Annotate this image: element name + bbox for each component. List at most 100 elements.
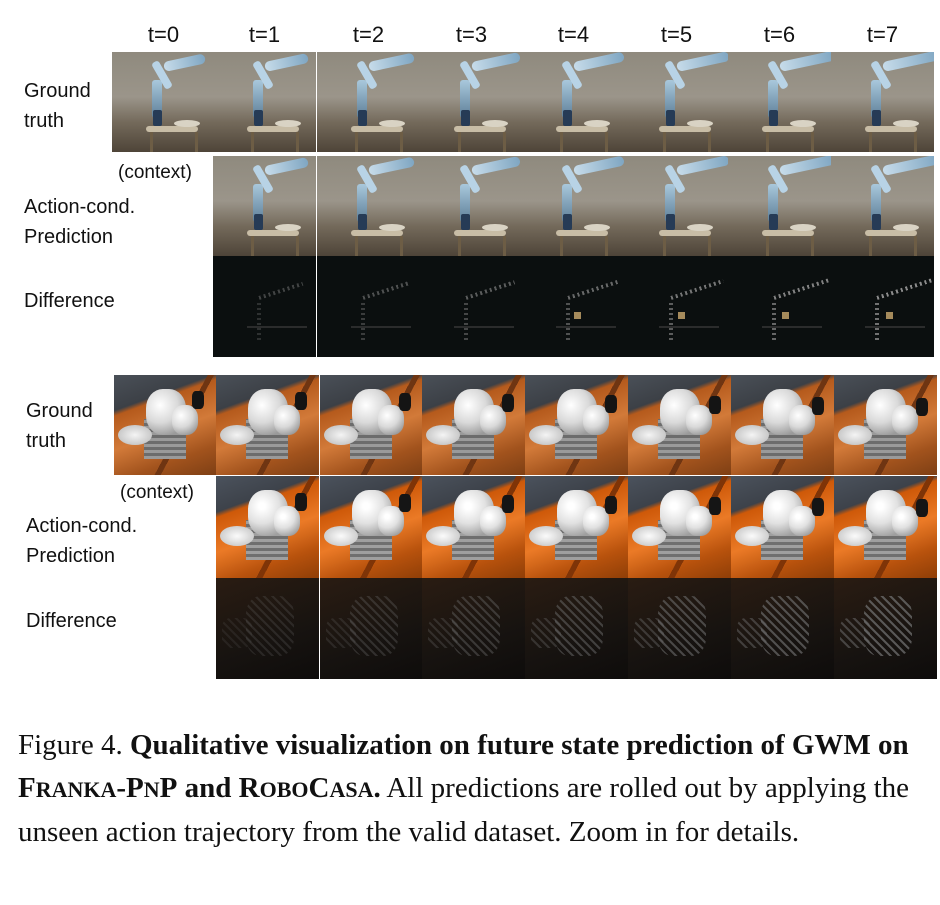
robocasa-pred-frame — [628, 476, 731, 578]
difference-robot — [864, 596, 912, 656]
robot-arm-forearm — [263, 156, 310, 176]
franka-diff-frame — [831, 256, 934, 357]
context-label: (context) — [120, 482, 194, 503]
table-legs — [869, 132, 917, 152]
robot-gripper — [294, 392, 307, 410]
difference-table-edge — [556, 326, 616, 328]
difference-arm-base — [257, 300, 261, 340]
time-step-label: t=3 — [455, 22, 488, 47]
robot-gripper — [708, 497, 721, 515]
plate — [893, 224, 919, 231]
table-legs — [355, 236, 403, 256]
time-step-label: t=0 — [147, 22, 180, 47]
robot-joint — [789, 405, 815, 435]
robot-arm-forearm — [470, 52, 521, 72]
table-top — [351, 126, 403, 132]
robot-arm-base — [665, 80, 675, 118]
difference-object — [886, 312, 893, 319]
robot-joint — [274, 506, 300, 536]
robot-gripper — [294, 493, 307, 511]
robot-arm-forearm — [778, 52, 831, 72]
difference-arm-base — [875, 300, 879, 340]
robot-joint — [274, 405, 300, 435]
table-legs — [766, 132, 814, 152]
robot-gripper — [708, 396, 721, 414]
robot-gripper — [501, 495, 514, 513]
row-label-ground-truth: Ground truth — [24, 80, 91, 132]
caption-body: All predictions are rolled out by applyi… — [18, 772, 910, 848]
robot-arm-base — [768, 184, 778, 222]
table-top — [556, 126, 608, 132]
plate — [893, 120, 919, 127]
difference-table-edge — [865, 326, 925, 328]
robot-gripper — [399, 494, 411, 512]
difference-table-edge — [247, 326, 307, 328]
franka-gt-frame — [728, 52, 831, 152]
robot-gripper — [605, 496, 617, 514]
robot-gripper — [872, 214, 881, 230]
difference-robot — [658, 596, 706, 656]
robot-joint — [480, 405, 506, 435]
robocasa-gt-frame — [114, 375, 217, 475]
franka-gt-frame — [317, 52, 420, 152]
bowl — [529, 526, 563, 546]
table-legs — [663, 236, 711, 256]
difference-arm — [465, 280, 515, 300]
franka-diff-frame — [213, 256, 316, 357]
robot-arm-base — [768, 80, 778, 118]
table-legs — [458, 236, 506, 256]
bowl — [118, 425, 152, 445]
robot-joint — [686, 405, 712, 435]
robot-gripper — [192, 391, 204, 409]
bowl — [324, 425, 358, 445]
bowl — [632, 526, 666, 546]
robocasa-diff-frame — [834, 578, 937, 679]
robocasa-pred-frame — [834, 476, 937, 578]
difference-arm — [773, 278, 830, 300]
robot-arm-base — [357, 80, 367, 118]
difference-table-edge — [351, 326, 411, 328]
robot-joint — [583, 506, 609, 536]
franka-diff-frame — [522, 256, 625, 357]
franka-pred-frame — [213, 156, 316, 256]
difference-table-edge — [659, 326, 719, 328]
robocasa-diff-frame — [628, 578, 731, 679]
table-legs — [663, 132, 711, 152]
difference-bowl — [840, 618, 870, 648]
table-top — [556, 230, 608, 236]
bowl — [426, 425, 460, 445]
robot-gripper — [461, 214, 470, 230]
row-label-ground-truth: Ground truth — [26, 400, 93, 452]
robot-arm-base — [665, 184, 675, 222]
difference-bowl — [222, 618, 252, 648]
difference-bowl — [634, 618, 664, 648]
plate — [379, 120, 405, 127]
robot-gripper — [812, 498, 824, 516]
robot-gripper — [399, 393, 411, 411]
franka-gt-frame — [522, 52, 625, 152]
table-top — [454, 230, 506, 236]
robocasa-gt-frame — [525, 375, 628, 475]
difference-arm — [258, 281, 304, 300]
plate — [275, 120, 301, 127]
robot-arm-forearm — [367, 52, 416, 72]
robot-gripper — [358, 110, 367, 126]
difference-table-edge — [762, 326, 822, 328]
robot-arm-forearm — [367, 156, 416, 176]
plate — [482, 120, 508, 127]
robot-gripper — [812, 397, 824, 415]
robot-gripper — [153, 110, 162, 126]
table-top — [454, 126, 506, 132]
table-top — [762, 126, 814, 132]
table-top — [659, 230, 711, 236]
dataset-name-franka: FRANKA-PNP — [18, 772, 178, 804]
difference-robot — [350, 596, 398, 656]
robot-joint — [480, 506, 506, 536]
table-legs — [251, 236, 299, 256]
difference-robot — [555, 596, 603, 656]
table-legs — [869, 236, 917, 256]
robot-gripper — [563, 110, 572, 126]
robot-arm-forearm — [263, 52, 310, 72]
robot-gripper — [769, 110, 778, 126]
difference-object — [678, 312, 685, 319]
